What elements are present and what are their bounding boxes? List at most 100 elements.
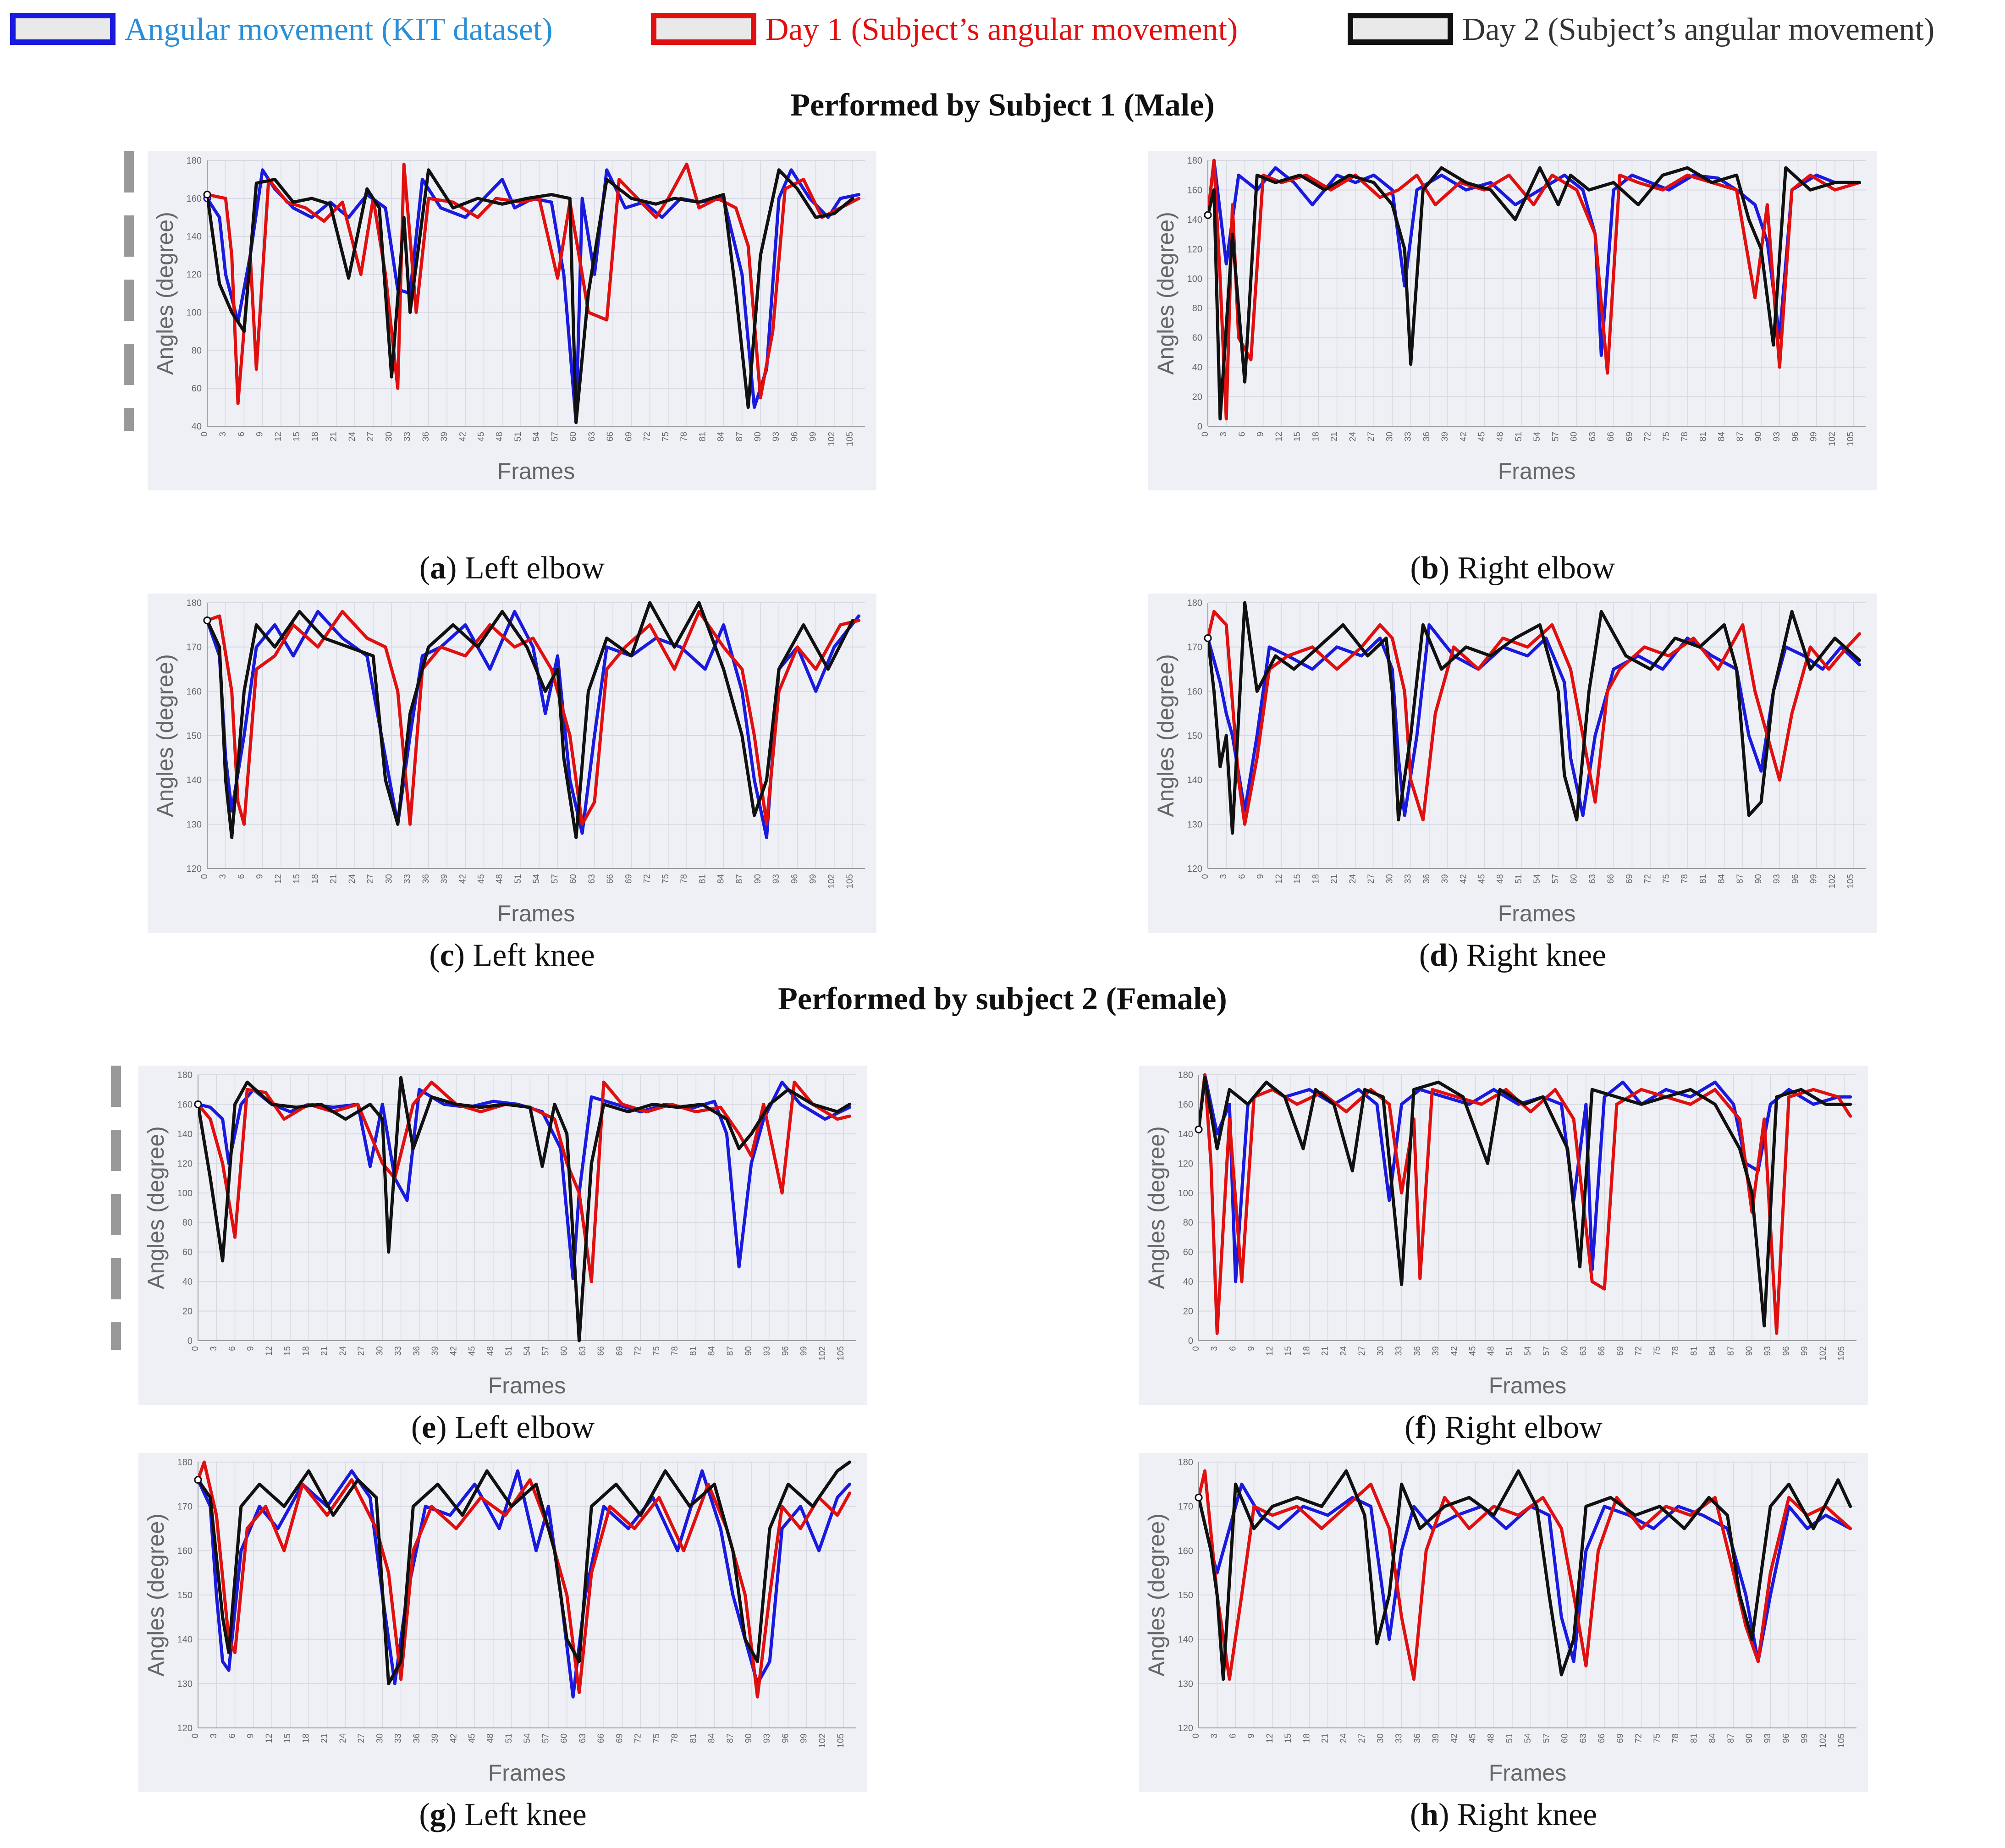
x-tick-label: 78 (1671, 1346, 1680, 1356)
x-tick-label: 12 (274, 874, 283, 884)
caption-h-letter: h (1421, 1797, 1439, 1832)
x-tick-label: 84 (716, 874, 726, 884)
x-tick-label: 72 (1643, 432, 1653, 441)
x-tick-label: 90 (744, 1733, 754, 1743)
x-tick-label: 21 (329, 432, 339, 441)
x-tick-label: 69 (1625, 874, 1634, 884)
y-tick-label: 100 (1178, 1188, 1193, 1199)
y-tick-label: 130 (1178, 1679, 1193, 1689)
x-tick-label: 9 (1247, 1346, 1256, 1351)
x-tick-label: 42 (1459, 874, 1468, 884)
x-tick-label: 27 (366, 874, 375, 884)
x-axis-title: Frames (1489, 1760, 1566, 1786)
x-tick-label: 93 (1763, 1733, 1773, 1743)
y-tick-label: 40 (192, 422, 202, 432)
x-tick-label: 27 (1366, 874, 1376, 884)
chart-right-knee-subject-1: 120 130 140 150 160 170 180 0 3 6 9 12 15 18 21 24 27 30 3… (1148, 594, 1877, 933)
y-tick-label: 180 (1187, 156, 1202, 166)
x-tick-label: 60 (560, 1346, 569, 1356)
x-tick-label: 81 (1689, 1733, 1699, 1743)
x-tick-label: 27 (366, 432, 375, 441)
x-tick-label: 0 (200, 432, 209, 437)
series-line-kit (1208, 623, 1862, 817)
x-tick-label: 39 (1431, 1346, 1441, 1356)
series-start-point-day2 (203, 191, 211, 199)
x-tick-label: 105 (1837, 1733, 1846, 1748)
x-tick-label: 57 (550, 432, 560, 441)
x-tick-label: 90 (1745, 1346, 1754, 1356)
x-tick-label: 39 (440, 874, 449, 884)
x-tick-label: 54 (1523, 1733, 1533, 1744)
series-start-point-day2 (203, 616, 211, 625)
x-tick-label: 63 (578, 1733, 588, 1743)
x-tick-label: 9 (255, 432, 265, 437)
x-tick-label: 99 (809, 432, 818, 441)
chart-left-knee-subject-2: 120 130 140 150 160 170 180 0 3 6 9 12 15 18 21 24 27 30 3… (138, 1453, 867, 1792)
x-axis-title: Frames (497, 458, 575, 484)
y-tick-label: 180 (187, 156, 202, 166)
x-tick-label: 6 (227, 1733, 237, 1738)
legend-label-day2: Day 2 (Subject’s angular movement) (1462, 12, 1935, 47)
x-tick-label: 99 (1809, 432, 1819, 441)
x-tick-label: 21 (329, 874, 339, 884)
x-tick-label: 36 (1413, 1346, 1422, 1356)
x-tick-label: 57 (541, 1346, 551, 1356)
plot-background (138, 1453, 867, 1792)
x-tick-label: 33 (403, 432, 413, 441)
x-tick-label: 0 (191, 1346, 200, 1351)
x-tick-label: 6 (1237, 432, 1247, 437)
x-tick-label: 24 (347, 432, 357, 442)
chart-right-elbow-subject-1: 0 20 40 60 80 100 120 140 160 180 0 3 6 9 12 15 18 21 24 27… (1148, 151, 1877, 490)
x-tick-label: 75 (1652, 1733, 1662, 1743)
y-tick-label: 130 (1187, 820, 1202, 830)
x-tick-label: 42 (1449, 1733, 1459, 1743)
x-tick-label: 6 (237, 874, 246, 879)
caption-c: (c) Left knee (429, 938, 595, 973)
x-tick-label: 30 (375, 1346, 385, 1356)
x-tick-label: 69 (615, 1733, 624, 1743)
y-axis-title: Angles (degree) (143, 1126, 169, 1289)
y-axis-title: Angles (degree) (152, 212, 178, 375)
y-tick-label: 160 (187, 687, 202, 697)
x-tick-label: 12 (264, 1346, 274, 1356)
x-tick-label: 102 (818, 1346, 827, 1361)
x-tick-label: 54 (1532, 432, 1542, 442)
x-tick-label: 9 (1256, 432, 1266, 437)
x-tick-label: 78 (670, 1346, 680, 1356)
series-start-point-day2 (1195, 1125, 1203, 1133)
x-tick-label: 69 (624, 874, 633, 884)
section-title-subject-2: Performed by subject 2 (Female) (778, 981, 1227, 1017)
chart-left-elbow-subject-2: 0 20 40 60 80 100 120 140 160 180 0 3 6 9 12 15 18 21 24 27… (138, 1066, 867, 1405)
x-tick-label: 45 (1468, 1733, 1478, 1743)
y-tick-label: 140 (1187, 215, 1202, 225)
x-tick-label: 24 (347, 874, 357, 884)
y-tick-label: 40 (182, 1277, 193, 1287)
x-tick-label: 3 (1210, 1733, 1219, 1738)
x-axis-title: Frames (1498, 458, 1575, 484)
x-tick-label: 57 (1551, 874, 1560, 884)
x-tick-label: 21 (1321, 1733, 1330, 1743)
caption-a-letter: a (430, 550, 446, 586)
x-tick-label: 90 (753, 432, 763, 441)
x-tick-label: 36 (421, 874, 431, 884)
x-tick-label: 93 (771, 432, 781, 441)
x-tick-label: 15 (283, 1733, 292, 1743)
chart-left-knee-subject-1: 120 130 140 150 160 170 180 0 3 6 9 12 15 18 21 24 27 30 3… (148, 594, 876, 933)
y-tick-label: 0 (187, 1336, 193, 1346)
y-tick-label: 60 (192, 384, 202, 394)
x-tick-label: 33 (1404, 432, 1413, 441)
x-tick-label: 72 (643, 874, 652, 884)
x-tick-label: 66 (1606, 874, 1616, 884)
series-line-day1 (1208, 159, 1862, 421)
x-tick-label: 96 (781, 1346, 790, 1356)
x-tick-label: 42 (1449, 1346, 1459, 1356)
x-tick-label: 96 (1790, 874, 1800, 884)
x-tick-label: 6 (237, 432, 246, 437)
series-line-day2 (1199, 1076, 1852, 1328)
y-tick-label: 100 (177, 1188, 193, 1199)
section-title-subject-1: Performed by Subject 1 (Male) (790, 88, 1215, 123)
x-tick-label: 69 (1625, 432, 1634, 441)
x-tick-label: 18 (1302, 1346, 1311, 1356)
legend-label-day1: Day 1 (Subject’s angular movement) (766, 12, 1238, 47)
